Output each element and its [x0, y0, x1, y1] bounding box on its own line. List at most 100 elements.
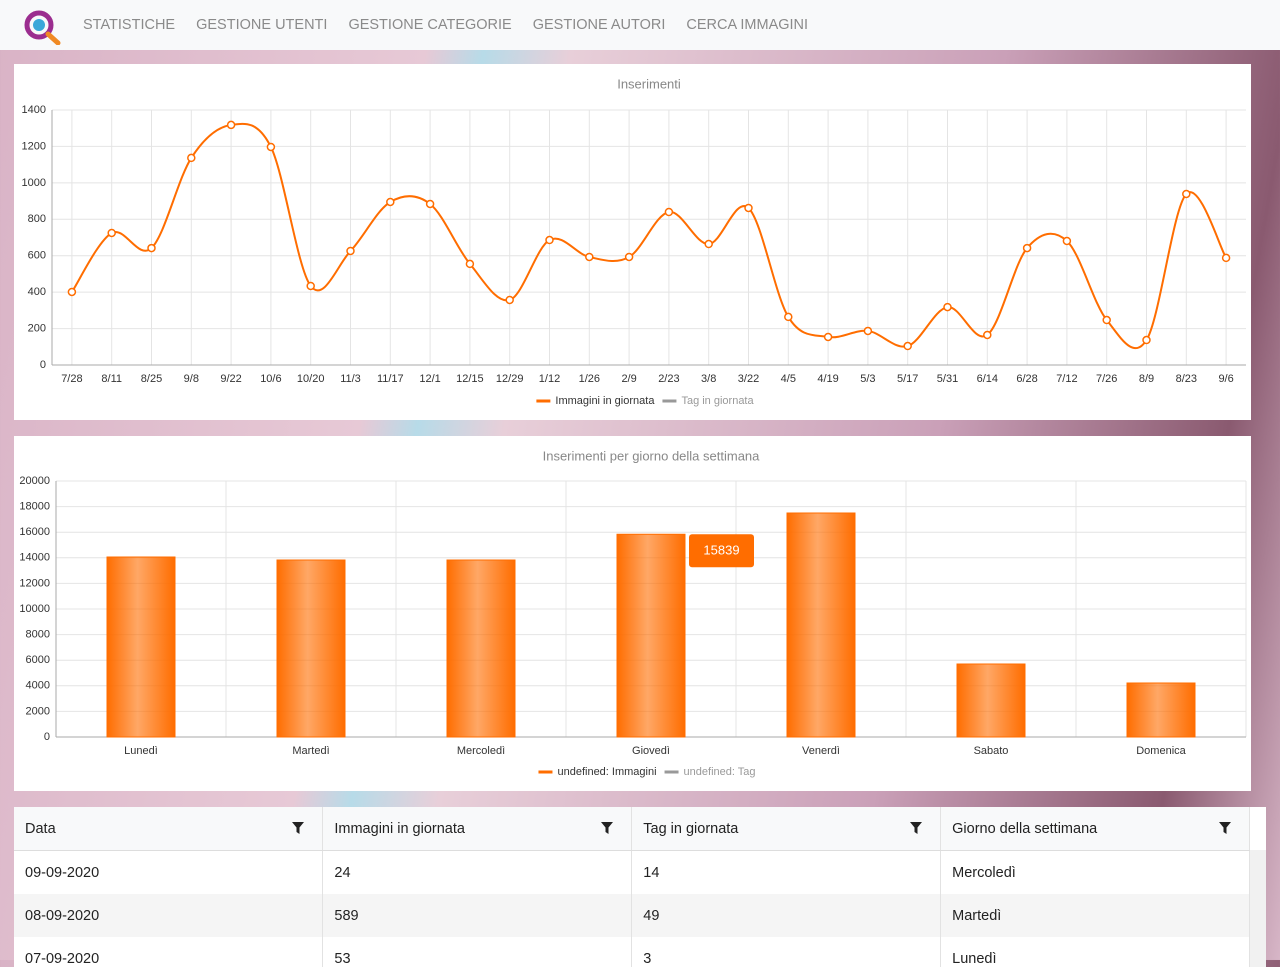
table-row[interactable]: 07-09-2020 53 3 Lunedì	[14, 937, 1250, 967]
x-tick-label: Mercoledì	[457, 745, 505, 757]
table-cell: 14	[631, 850, 942, 894]
legend: Immagini in giornata Tag in giornata	[536, 395, 754, 407]
table-cell: Mercoledì	[940, 850, 1250, 894]
table-cell: 24	[322, 850, 633, 894]
x-tick-label: 1/12	[539, 373, 560, 385]
y-tick-label: 16000	[19, 526, 50, 538]
point	[147, 243, 156, 253]
nav-item[interactable]: STATISTICHE	[83, 17, 176, 33]
filter-shape	[601, 822, 614, 834]
column-header[interactable]: Tag in giornata	[631, 807, 942, 851]
x-tick-label: 2/9	[621, 373, 636, 385]
point	[107, 228, 116, 238]
table-cell: 09-09-2020	[14, 850, 324, 894]
bar	[786, 512, 856, 738]
y-tick-label: 400	[28, 286, 46, 298]
nav-item[interactable]: CERCA IMMAGINI	[686, 17, 809, 33]
point	[545, 235, 554, 245]
x-tick-label: 7/28	[61, 373, 82, 385]
y-tick-label: 1000	[22, 177, 46, 189]
bar	[106, 556, 176, 738]
point	[1221, 253, 1231, 263]
column-header[interactable]: Giorno della settimana	[940, 807, 1250, 851]
x-tick-label: 4/19	[817, 373, 838, 385]
x-tick-label: 8/11	[101, 373, 122, 385]
table-cell: 53	[322, 937, 633, 967]
point	[67, 287, 77, 297]
navbar: STATISTICHE GESTIONE UTENTI GESTIONE CAT…	[0, 0, 1280, 50]
scrollbar[interactable]	[1250, 850, 1266, 967]
x-tick-label: 12/15	[456, 373, 484, 385]
point	[983, 330, 992, 340]
x-tick-label: 6/28	[1016, 373, 1037, 385]
y-tick-label: 800	[28, 213, 46, 225]
chart: Inserimenti per giorno della settimana 0 2…	[19, 448, 1247, 778]
filter-icon[interactable]	[910, 822, 923, 834]
legend: undefined: Immagini undefined: Tag	[538, 766, 756, 778]
data-table: Data Immagini in giornata Tag in giornata G…	[14, 807, 1266, 967]
filter-icon[interactable]	[1219, 822, 1231, 834]
nav-item[interactable]: GESTIONE UTENTI	[196, 17, 328, 33]
point	[863, 326, 873, 336]
x-tick-label: Lunedì	[124, 745, 158, 757]
x-tick-label: 1/26	[579, 373, 600, 385]
point	[903, 341, 912, 351]
table-cell: Lunedì	[940, 937, 1250, 967]
x-tick-label: 2/23	[658, 373, 679, 385]
x-tick-label: 9/6	[1218, 373, 1233, 385]
x-tick-label: 5/3	[860, 373, 875, 385]
table: Data Immagini in giornata Tag in giornata G…	[14, 807, 1250, 967]
x-tick-label: 9/8	[184, 373, 199, 385]
x-tick-label: 12/29	[496, 373, 524, 385]
bar	[1126, 682, 1196, 738]
point	[823, 332, 833, 342]
filter-icon[interactable]	[601, 822, 614, 834]
x-tick-label: 6/14	[977, 373, 998, 385]
table-cell: 07-09-2020	[14, 937, 324, 967]
y-tick-label: 14000	[19, 552, 50, 564]
logo[interactable]	[22, 5, 62, 45]
y-tick-label: 0	[44, 731, 50, 743]
line-series	[71, 122, 1227, 349]
nav-item[interactable]: GESTIONE CATEGORIE	[348, 17, 512, 33]
filter-icon[interactable]	[292, 822, 305, 834]
nav-item[interactable]: GESTIONE AUTORI	[532, 17, 666, 33]
x-tick-label: 9/22	[220, 373, 241, 385]
column-header[interactable]: Immagini in giornata	[322, 807, 633, 851]
bar	[956, 663, 1026, 738]
point	[187, 153, 196, 163]
legend-label: Tag in giornata	[681, 395, 754, 407]
filter-shape	[1219, 822, 1231, 834]
chart: Inserimenti 0 200 400 600 800 1000 1200 1400 7/28…	[22, 76, 1246, 407]
x-tick-label: 3/8	[701, 373, 716, 385]
y-tick-label: 600	[28, 250, 46, 262]
x-tick-label: 5/31	[937, 373, 958, 385]
y-tick-label: 1200	[22, 140, 46, 152]
x-tick-label: Martedì	[292, 745, 329, 757]
chart-title: Inserimenti per giorno della settimana	[543, 448, 761, 463]
legend-label: undefined: Immagini	[557, 766, 656, 778]
point	[266, 142, 276, 152]
table-row[interactable]: 09-09-2020 24 14 Mercoledì	[14, 850, 1250, 894]
table-cell: 08-09-2020	[14, 894, 324, 937]
x-tick-label: 11/3	[340, 373, 361, 385]
header-text: Tag in giornata	[643, 820, 739, 837]
point	[1142, 335, 1151, 345]
x-tick-label: 11/17	[377, 373, 404, 385]
column-header[interactable]: Data	[14, 807, 324, 851]
x-tick-label: Sabato	[974, 745, 1009, 757]
table-cell: 49	[631, 894, 942, 937]
filter-shape	[292, 822, 305, 834]
chart-title: Inserimenti	[617, 76, 681, 91]
x-tick-label: 8/25	[141, 373, 162, 385]
chart-panel: Inserimenti 0 200 400 600 800 1000 1200 1400 7/28…	[14, 64, 1251, 420]
x-tick-label: 10/6	[260, 373, 281, 385]
y-tick-label: 2000	[26, 705, 50, 717]
x-tick-label: 7/26	[1096, 373, 1117, 385]
x-tick-label: 8/23	[1176, 373, 1197, 385]
table-cell: 589	[322, 894, 633, 937]
x-tick-label: 7/12	[1056, 373, 1077, 385]
table-row[interactable]: 08-09-2020 589 49 Martedì	[14, 894, 1250, 937]
bar	[276, 559, 346, 738]
